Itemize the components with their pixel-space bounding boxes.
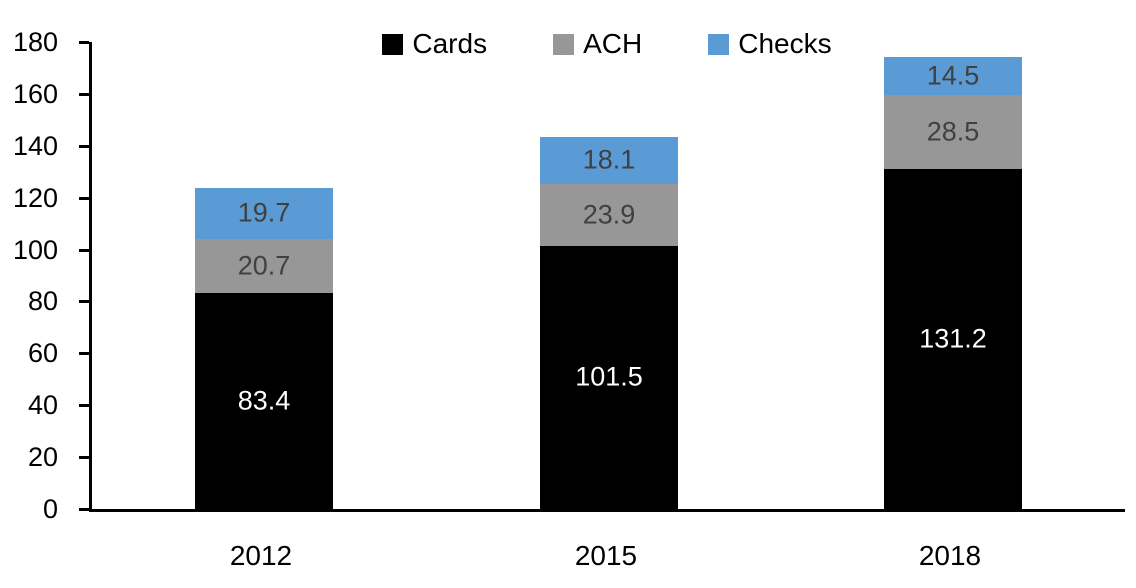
y-axis-tick-label: 20	[27, 442, 58, 473]
bar-segment-ach-2018: 28.5	[884, 94, 1022, 169]
bar-segment-checks-2015: 18.1	[540, 136, 678, 184]
plot-area: 83.4 20.7 19.7 101.5 23.9 18.1 131.2 28.5 14.5	[89, 42, 1125, 512]
legend: Cards ACH Checks	[89, 30, 1125, 58]
y-axis-tick-mark	[79, 300, 89, 304]
y-axis-tick-label: 100	[12, 234, 58, 265]
data-label-cards-2015: 101.5	[575, 361, 643, 392]
bar-segment-checks-2012: 19.7	[195, 187, 333, 239]
data-label-cards-2018: 131.2	[919, 323, 987, 354]
y-axis-tick-label: 40	[27, 390, 58, 421]
data-label-ach-2015: 23.9	[582, 199, 636, 230]
y-axis-tick-mark	[79, 508, 89, 511]
y-axis-tick-mark	[79, 41, 89, 44]
y-axis-tick-label: 180	[12, 27, 58, 57]
legend-label-ach: ACH	[583, 28, 643, 59]
legend-swatch-icon-cards	[382, 33, 404, 55]
bar-segment-cards-2015: 101.5	[540, 245, 678, 509]
x-axis-tick-label: 2012	[229, 540, 293, 571]
legend-item-cards: Cards	[382, 30, 487, 58]
y-axis-tick-label: 140	[12, 130, 58, 161]
y-axis-tick-mark	[79, 92, 89, 96]
data-label-checks-2018: 14.5	[926, 60, 980, 91]
y-axis-tick-label: 0	[42, 494, 58, 524]
data-label-ach-2012: 20.7	[237, 250, 291, 281]
x-axis-tick-label: 2015	[574, 540, 638, 571]
y-axis-tick-label: 120	[12, 182, 58, 213]
data-label-checks-2015: 18.1	[582, 144, 636, 175]
y-axis-tick-mark	[79, 352, 89, 356]
bar-segment-cards-2012: 83.4	[195, 292, 333, 509]
bar-2015: 101.5 23.9 18.1	[540, 136, 678, 509]
y-axis-tick-mark	[79, 248, 89, 252]
bar-2018: 131.2 28.5 14.5	[884, 57, 1022, 509]
bar-segment-ach-2015: 23.9	[540, 183, 678, 246]
legend-label-checks: Checks	[738, 28, 832, 59]
data-label-cards-2012: 83.4	[237, 385, 291, 416]
bar-segment-cards-2018: 131.2	[884, 168, 1022, 509]
legend-item-ach: ACH	[553, 30, 642, 58]
legend-item-checks: Checks	[708, 28, 832, 59]
y-axis-tick-label: 60	[27, 338, 58, 369]
data-label-ach-2018: 28.5	[926, 116, 980, 147]
y-axis-tick-mark	[79, 196, 89, 200]
legend-label-cards: Cards	[412, 28, 488, 59]
y-axis-tick-mark	[79, 456, 89, 460]
y-axis-tick-mark	[79, 404, 89, 408]
x-axis-tick-label: 2018	[918, 540, 982, 571]
bar-2012: 83.4 20.7 19.7	[195, 187, 333, 509]
legend-swatch-icon-checks	[708, 33, 730, 55]
legend-swatch-icon-ach	[553, 33, 575, 55]
y-axis-tick-label: 160	[12, 78, 58, 109]
y-axis-tick-label: 80	[27, 286, 58, 317]
y-axis-tick-mark	[79, 144, 89, 148]
data-label-checks-2012: 19.7	[237, 197, 291, 228]
bar-segment-ach-2012: 20.7	[195, 238, 333, 293]
bar-segment-checks-2018: 14.5	[884, 57, 1022, 95]
